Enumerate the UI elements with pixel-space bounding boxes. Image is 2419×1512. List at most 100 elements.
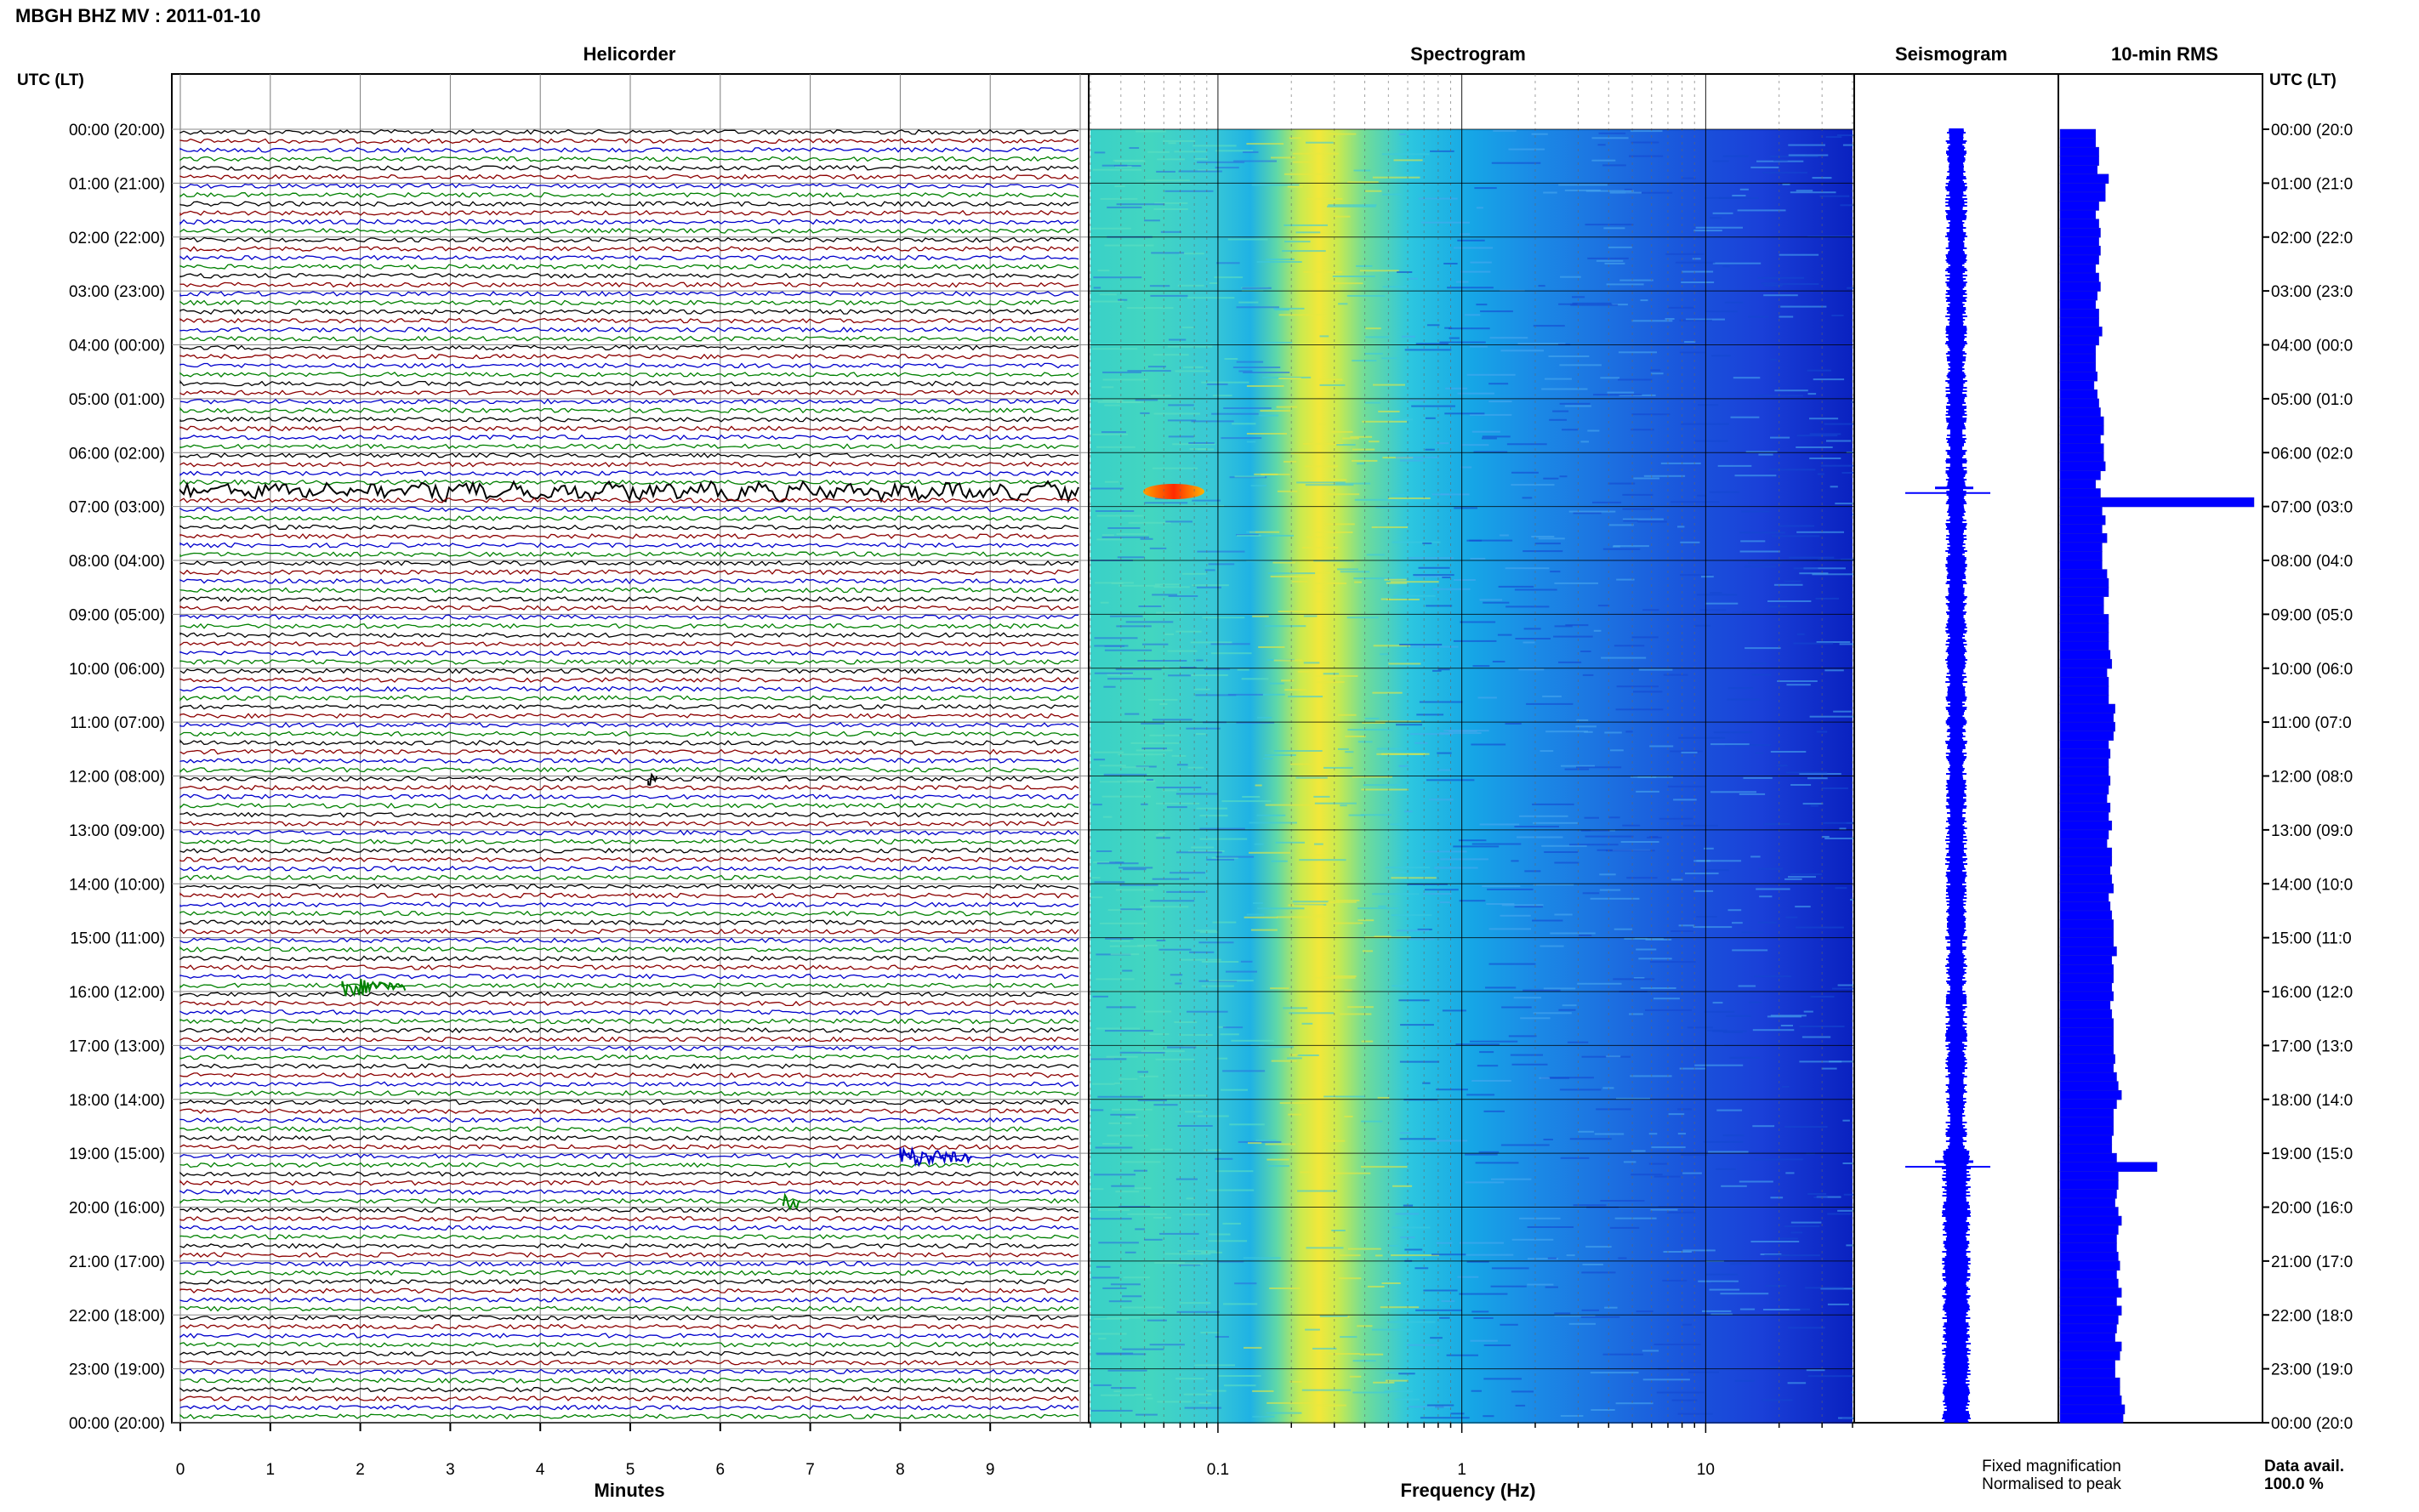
spectrogram-texture-stroke [1371,526,1408,528]
spectrogram-texture-stroke [1345,751,1354,753]
spectrogram-texture-stroke [1373,645,1411,647]
spectrogram-texture-stroke [1268,1165,1289,1168]
spectrogram-texture-stroke [1122,1161,1161,1163]
right-time-labels: 00:00 (20:001:00 (21:002:00 (22:003:00 (… [2271,122,2353,1433]
spectrogram-texture-stroke [1147,1319,1167,1322]
spectrogram-texture-stroke [1650,369,1661,372]
spectrogram-texture-stroke [1398,999,1430,1002]
spectrogram-texture-stroke [1510,1054,1543,1056]
spectrogram-texture-stroke [1511,1390,1534,1393]
spectrogram-texture-stroke [1694,1064,1744,1066]
spectrogram-texture-stroke [1631,320,1673,322]
spectrogram-texture-stroke [1584,816,1599,819]
spectrogram-texture-stroke [1787,1327,1825,1329]
spectrogram-texture-stroke [1101,164,1128,167]
spectrogram-texture-stroke [1423,893,1452,895]
spectrogram-texture-stroke [1821,1067,1837,1070]
spectrogram-texture-stroke [1562,1004,1577,1007]
spectrogram-texture-stroke [1517,343,1566,345]
spectrogram-texture-stroke [1319,1315,1348,1317]
spectrogram-texture-stroke [1565,624,1589,627]
spectrogram-texture-stroke [1404,349,1452,351]
spectrogram-texture-stroke [1265,1143,1296,1145]
spectrogram-texture-stroke [1124,1117,1139,1119]
spectrogram-texture-stroke [1344,989,1352,992]
spectrogram-texture-stroke [1108,1300,1132,1303]
spectrogram-texture-stroke [1614,645,1645,647]
spectrogram-texture-stroke [1094,1174,1136,1176]
spectrogram-texture-stroke [1835,503,1864,505]
spectrogram-texture-stroke [1816,641,1851,643]
spectrogram-texture-stroke [1784,580,1801,583]
spectrogram-texture-stroke [1115,1191,1140,1193]
spectrogram-texture-stroke [1107,674,1133,676]
rms-bar [2059,1134,2113,1145]
helicorder-trace [179,758,1079,765]
spectrogram-texture-stroke [1188,442,1215,444]
spectrogram-texture-stroke [1803,1010,1813,1013]
spectrogram-texture-stroke [1768,605,1787,608]
spectrogram-texture-stroke [1668,306,1694,309]
spectrogram-texture-stroke [1483,601,1510,604]
spectrogram-texture-stroke [1453,639,1497,642]
spectrogram-texture-stroke [1385,1379,1409,1382]
spectrogram-texture-stroke [1277,916,1325,918]
time-label-right: 17:00 (13:0 [2271,1037,2353,1055]
spectrogram-texture-stroke [1234,475,1266,478]
spectrogram-texture-stroke [1501,904,1544,907]
spectrogram-texture-stroke [1258,414,1279,417]
rms-bar [2059,811,2109,821]
spectrogram-texture-stroke [1806,1369,1825,1372]
spectrogram-texture-stroke [1505,605,1550,608]
helicorder-trace [179,533,1079,540]
spectrogram-texture-stroke [1479,823,1520,826]
spectrogram-texture-stroke [1615,708,1664,711]
spectrogram-texture-stroke [1823,821,1870,824]
spectrogram-texture-stroke [1246,385,1284,387]
spectrogram-texture-stroke [1386,1321,1436,1323]
spectrogram-texture-stroke [1372,1328,1411,1331]
spectrogram-texture-stroke [1807,777,1828,780]
spectrogram-texture-stroke [1713,731,1753,734]
spectrogram-texture-stroke [1590,1372,1639,1374]
spectrogram-texture-stroke [1165,520,1192,523]
spectrogram-texture-stroke [1213,395,1232,397]
rms-bar [2059,1215,2122,1226]
helicorder-trace [179,1350,1079,1357]
spectrogram-texture-stroke [1352,459,1378,462]
helicorder-trace [179,191,1079,198]
helicorder-trace [179,480,1079,504]
spectrogram-texture-stroke [1415,1309,1462,1311]
spectrogram-texture-stroke [1801,1036,1831,1038]
spectrogram-texture-stroke [1640,987,1676,989]
spectrogram-texture-stroke [1459,900,1486,902]
helicorder-trace [179,955,1079,962]
spectrogram-texture-stroke [1178,253,1204,255]
spectrogram-texture-stroke [1271,156,1295,159]
spectrogram-texture-stroke [1560,1415,1584,1417]
spectrogram-texture-stroke [1297,670,1312,673]
spectrogram-texture-stroke [1701,576,1714,578]
spectrogram-texture-stroke [1372,176,1420,179]
spectrogram-texture-stroke [1821,787,1848,789]
rms-bar [2059,497,2255,508]
spectrogram-texture-stroke [1733,377,1761,379]
spectrogram-texture-stroke [1176,764,1188,766]
spectrogram-texture-stroke [1249,851,1291,854]
helicorder-trace [179,1270,1079,1276]
spectrogram-texture-stroke [1650,372,1664,375]
spectrogram-texture-stroke [1549,418,1567,421]
spectrogram-texture-stroke [1124,713,1140,715]
spectrogram-texture-stroke [1278,314,1327,316]
spectrogram-texture-stroke [1113,165,1141,167]
spectrogram-texture-stroke [1809,418,1839,420]
spectrogram-texture-stroke [1508,148,1545,151]
helicorder-trace [179,595,1079,603]
time-label-left: 17:00 (13:00) [69,1037,165,1055]
spectrogram-texture-stroke [1168,595,1198,597]
rms-bar [2059,407,2101,418]
spectrogram-texture-stroke [1300,1171,1315,1174]
spectrogram-texture-stroke [1339,1254,1361,1257]
spectrogram-texture-stroke [1443,263,1458,264]
spectrogram-texture-stroke [1220,1033,1239,1036]
